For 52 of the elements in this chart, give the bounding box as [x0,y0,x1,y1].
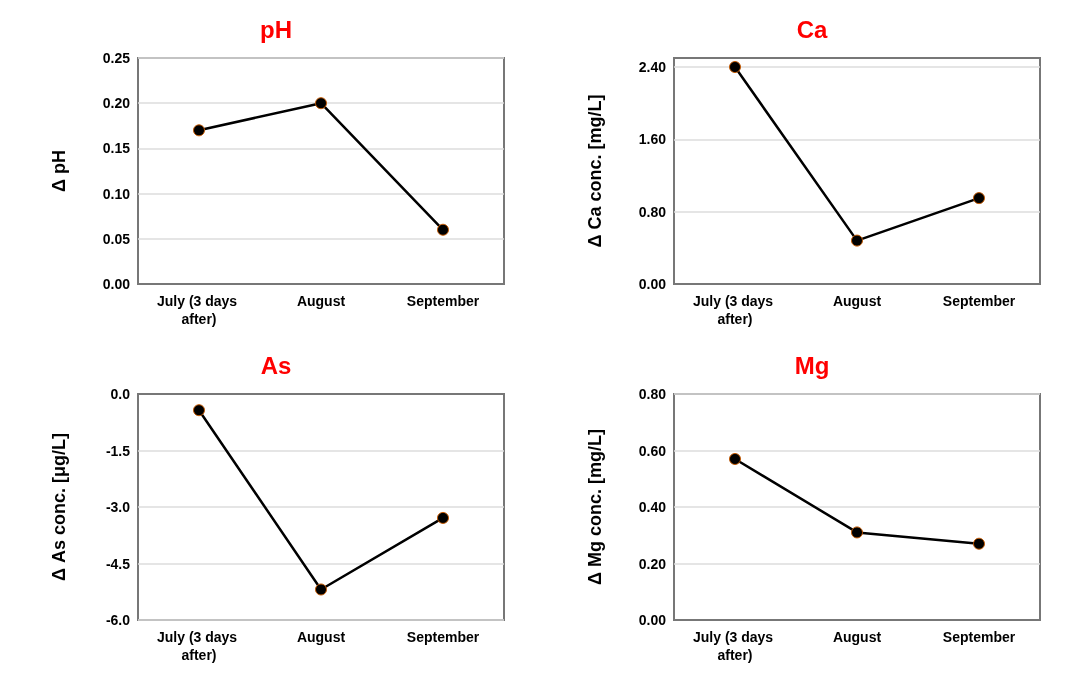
y-tick-label: 0.80 [638,386,667,402]
y-axis-title: Δ As conc. [μg/L] [49,433,69,581]
x-tick-label: August [832,629,882,645]
x-tick-label: August [296,629,346,645]
x-tick-label: August [832,293,882,309]
y-axis-title: Δ Ca conc. [mg/L] [585,94,605,248]
y-tick-label: 0.00 [102,276,131,292]
point [973,192,985,205]
point [973,537,985,550]
y-tick-label: 0.15 [102,140,131,157]
x-tick-label: July (3 days after) [692,293,778,327]
x-tick-label: September [942,629,1016,645]
x-tick-label: September [406,629,480,645]
y-tick-label: 0.00 [638,612,667,628]
chart-title: Ca [796,15,828,43]
y-tick-label: 0.05 [102,230,131,247]
x-tick-label: July (3 days after) [692,629,778,663]
chart-title: Mg [794,351,830,379]
point [315,97,327,110]
point [729,61,741,74]
y-tick-label: 0.60 [638,442,667,459]
point [193,124,205,137]
y-tick-label: -6.0 [105,612,131,628]
chart-title: pH [260,15,292,43]
point [315,583,327,596]
y-tick-label: 1.60 [638,131,667,148]
y-tick-label: 0.40 [638,499,667,515]
x-tick-label: July (3 days after) [156,629,242,663]
y-tick-label: 0.0 [110,386,131,402]
point [729,452,741,465]
y-tick-label: 0.80 [638,203,667,220]
point [851,234,863,247]
y-tick-label: 0.20 [638,555,667,572]
point [437,511,449,524]
x-tick-label: September [942,293,1016,309]
point [193,404,205,417]
y-tick-label: -4.5 [105,555,131,572]
y-tick-label: 0.10 [102,185,131,202]
point [437,223,449,236]
y-tick-label: 0.25 [102,50,131,66]
y-tick-label: 0.20 [102,95,131,112]
y-axis-title: Δ Mg conc. [mg/L] [585,429,605,585]
y-tick-label: 0.00 [638,276,667,292]
y-tick-label: -3.0 [105,499,131,515]
point [851,526,863,539]
y-axis-title: Δ pH [49,150,69,192]
x-tick-label: September [406,293,480,309]
chart-title: As [260,351,292,379]
y-tick-label: 2.40 [638,59,667,76]
x-tick-label: July (3 days after) [156,293,242,327]
y-tick-label: -1.5 [105,442,131,459]
x-tick-label: August [296,293,346,309]
